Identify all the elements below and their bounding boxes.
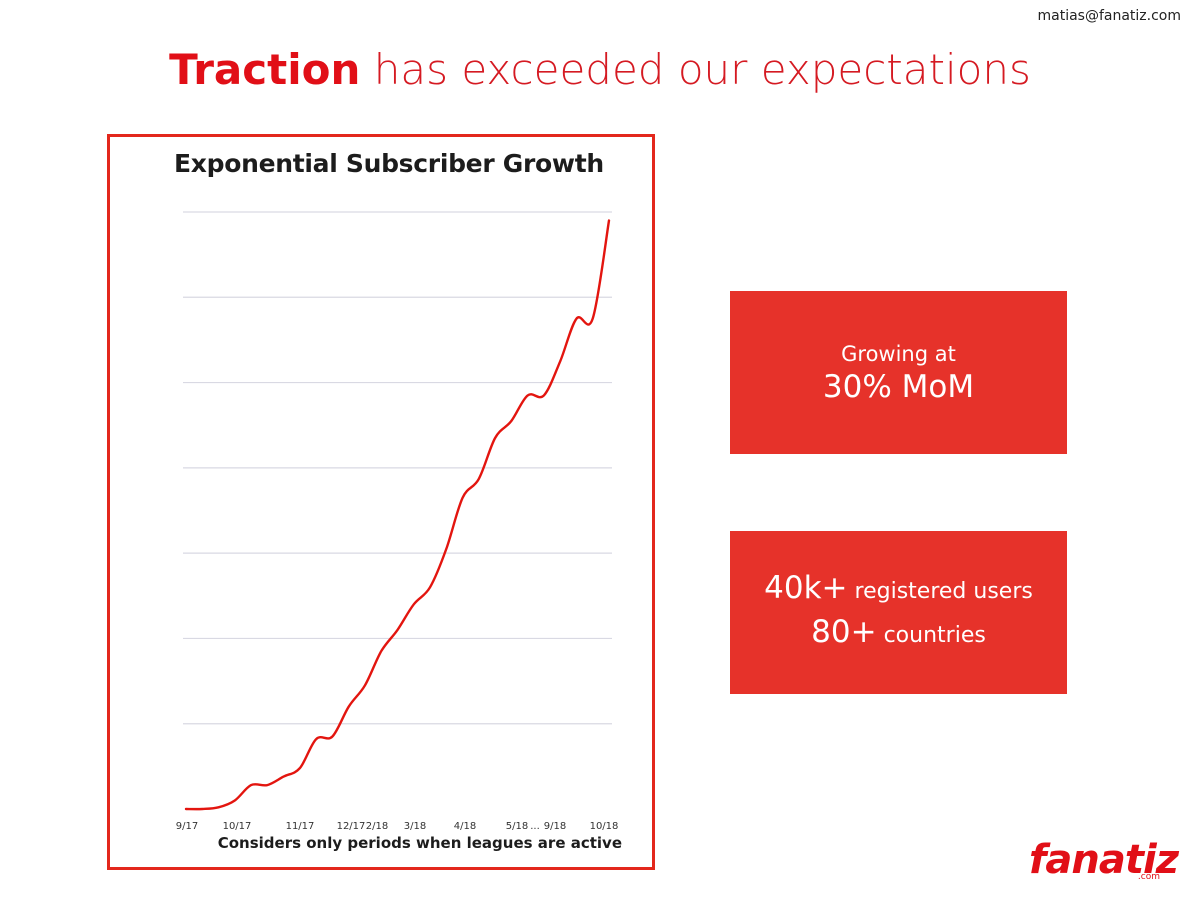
- x-tick-label: 4/18: [454, 821, 476, 832]
- x-tick-label: 2/18: [366, 821, 388, 832]
- x-tick-label: 11/17: [286, 821, 315, 832]
- x-tick-label: 12/17: [337, 821, 366, 832]
- x-tick-label: 9/17: [176, 821, 198, 832]
- chart-frame: Exponential Subscriber Growth 9/17 10/17 1…: [107, 134, 655, 870]
- countries-line: 80+ countries: [811, 613, 986, 657]
- series-line: [184, 219, 611, 811]
- user-stats-box: 40k+ registered users 80+ countries: [730, 531, 1067, 694]
- fanatiz-logo: fanatiz: [1029, 837, 1179, 883]
- x-tick-label: ...: [530, 821, 540, 832]
- x-tick-label: 5/18: [506, 821, 528, 832]
- x-tick-label: 10/18: [590, 821, 619, 832]
- growth-rate-label: Growing at: [841, 341, 956, 366]
- page-title: Traction has exceeded our expectations: [0, 40, 1200, 100]
- headline-strong: Traction: [169, 45, 361, 94]
- chart-gridlines: [183, 211, 612, 725]
- chart-title: Exponential Subscriber Growth: [174, 149, 604, 178]
- logo-domain: .com: [1137, 872, 1160, 882]
- x-tick-label: 9/18: [544, 821, 566, 832]
- growth-rate-value: 30% MoM: [822, 368, 975, 405]
- registered-users-line: 40k+ registered users: [764, 569, 1033, 613]
- chart-x-ticks: 9/17 10/17 11/17 12/17 2/18 3/18 4/18 5/18... 9/…: [176, 821, 619, 832]
- countries-label: countries: [876, 622, 986, 648]
- x-tick-label: 3/18: [404, 821, 426, 832]
- email-address[interactable]: matias@fanatiz.com: [1037, 8, 1181, 24]
- chart-note: Considers only periods when leagues are …: [217, 834, 622, 852]
- headline-rest: has exceeded our expectations: [360, 45, 1031, 94]
- subscriber-growth-chart: 9/17 10/17 11/17 12/17 2/18 3/18 4/18 5/18... 9/…: [176, 211, 619, 832]
- registered-users-label: registered users: [847, 578, 1033, 604]
- growth-rate-box: Growing at 30% MoM: [730, 291, 1067, 454]
- countries-value: 80+: [811, 613, 877, 650]
- registered-users-value: 40k+: [764, 569, 848, 606]
- x-tick-label: 10/17: [223, 821, 252, 832]
